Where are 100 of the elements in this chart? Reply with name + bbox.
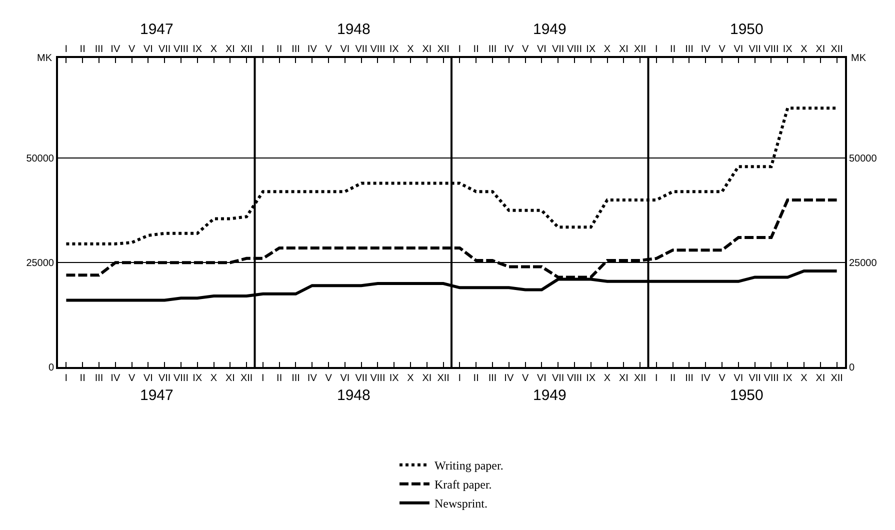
x-tick-label: IV xyxy=(110,44,120,55)
legend-label: Writing paper. xyxy=(434,458,504,473)
category-label: VI xyxy=(143,373,153,384)
x-tick-label: V xyxy=(522,44,529,55)
category-label: I xyxy=(262,373,264,384)
x-tick-label: VI xyxy=(734,44,744,55)
category-label: VIII xyxy=(173,373,188,384)
x-tick-label: I xyxy=(64,44,68,55)
category-label: IV xyxy=(504,373,514,384)
x-tick-label: XII xyxy=(830,44,843,55)
category-label: VI xyxy=(536,373,546,384)
x-tick-label: VII xyxy=(355,44,368,55)
category-label: I xyxy=(64,373,68,384)
text: 1949 xyxy=(533,21,566,38)
category-label: X xyxy=(800,373,808,384)
text: 1947 xyxy=(140,21,174,38)
x-tick-label: VII xyxy=(158,44,171,55)
x-tick-label: II xyxy=(276,44,282,55)
x-tick-label: X xyxy=(604,44,611,55)
x-tick-label: VII xyxy=(748,44,761,55)
x-tick-label: I xyxy=(262,44,264,55)
x-tick-label: V xyxy=(325,44,332,55)
x-tick-label: I xyxy=(655,44,658,55)
x-tick-label: IV xyxy=(700,44,711,55)
category-label: VI xyxy=(734,373,744,384)
x-tick-label: III xyxy=(94,44,104,55)
category-label: XII xyxy=(634,373,646,384)
category-label: IX xyxy=(782,373,792,384)
y-axis-title: MK xyxy=(37,53,52,64)
y-tick-label: 0 xyxy=(48,362,54,374)
category-label: V xyxy=(522,373,529,384)
category-label: V xyxy=(325,373,332,384)
y2-tick-label: 0 xyxy=(849,362,855,374)
x-tick-label: I xyxy=(458,44,462,55)
category-label: VIII xyxy=(566,373,582,384)
x-tick-label: VI xyxy=(340,44,350,55)
y-tick-label: 25000 xyxy=(26,258,54,270)
x-tick-label: XII xyxy=(634,44,646,55)
x-tick-label: III xyxy=(488,44,497,55)
x-tick-label: VIII xyxy=(173,44,188,55)
x-tick-label: IX xyxy=(586,44,596,55)
x-tick-label: XI xyxy=(225,44,235,55)
text: 1949 xyxy=(533,387,566,404)
category-label: X xyxy=(407,373,414,384)
category-label: III xyxy=(292,373,300,384)
text: 1950 xyxy=(730,21,764,38)
category-label: VII xyxy=(748,373,761,384)
category-label: III xyxy=(94,373,104,384)
category-label: XI xyxy=(618,373,628,384)
x-tick-label: III xyxy=(685,44,694,55)
x-tick-label: VI xyxy=(536,44,546,55)
category-label: V xyxy=(718,373,726,384)
text: 1948 xyxy=(337,21,370,38)
legend-label: Newsprint. xyxy=(434,496,488,511)
x-tick-label: II xyxy=(473,44,479,55)
x-tick-label: XI xyxy=(816,44,826,55)
category-label: IV xyxy=(110,373,120,384)
x-tick-label: VIII xyxy=(370,44,386,55)
category-label: VII xyxy=(552,373,564,384)
category-label: XII xyxy=(240,373,253,384)
x-tick-label: XI xyxy=(618,44,628,55)
x-tick-label: IV xyxy=(307,44,318,55)
category-label: IX xyxy=(389,373,399,384)
category-label: XI xyxy=(816,373,826,384)
x-tick-label: IV xyxy=(504,44,514,55)
category-label: I xyxy=(458,373,462,384)
category-label: IX xyxy=(586,373,596,384)
category-label: II xyxy=(276,373,282,384)
x-tick-label: V xyxy=(718,44,726,55)
category-label: X xyxy=(210,373,218,384)
category-label: III xyxy=(685,373,694,384)
category-label: II xyxy=(473,373,479,384)
category-label: XII xyxy=(437,373,450,384)
y2-tick-label: 50000 xyxy=(849,154,878,165)
x-tick-label: II xyxy=(670,44,676,55)
x-tick-label: IX xyxy=(192,44,202,55)
x-tick-label: XI xyxy=(422,44,432,55)
x-tick-label: VI xyxy=(143,44,153,55)
legend-label: Kraft paper. xyxy=(434,478,492,492)
x-tick-label: X xyxy=(210,44,218,55)
x-tick-label: VIII xyxy=(566,44,582,55)
category-label: VI xyxy=(340,373,350,384)
x-tick-label: V xyxy=(128,44,136,55)
category-label: II xyxy=(80,373,86,384)
category-label: VII xyxy=(158,373,171,384)
category-label: XII xyxy=(830,373,843,384)
category-label: III xyxy=(488,373,497,384)
category-label: IV xyxy=(307,373,317,384)
y-tick-label: 50000 xyxy=(26,154,54,165)
y2-axis-title: MK xyxy=(851,53,866,64)
category-label: IV xyxy=(700,373,710,384)
category-label: VII xyxy=(355,373,368,384)
x-tick-label: X xyxy=(407,44,414,55)
x-tick-label: VII xyxy=(552,44,564,55)
category-label: IX xyxy=(192,373,202,384)
x-tick-label: XII xyxy=(437,44,450,55)
x-tick-label: IX xyxy=(782,44,793,55)
category-label: VIII xyxy=(370,373,386,384)
category-label: XI xyxy=(422,373,432,384)
x-tick-label: II xyxy=(80,44,86,55)
